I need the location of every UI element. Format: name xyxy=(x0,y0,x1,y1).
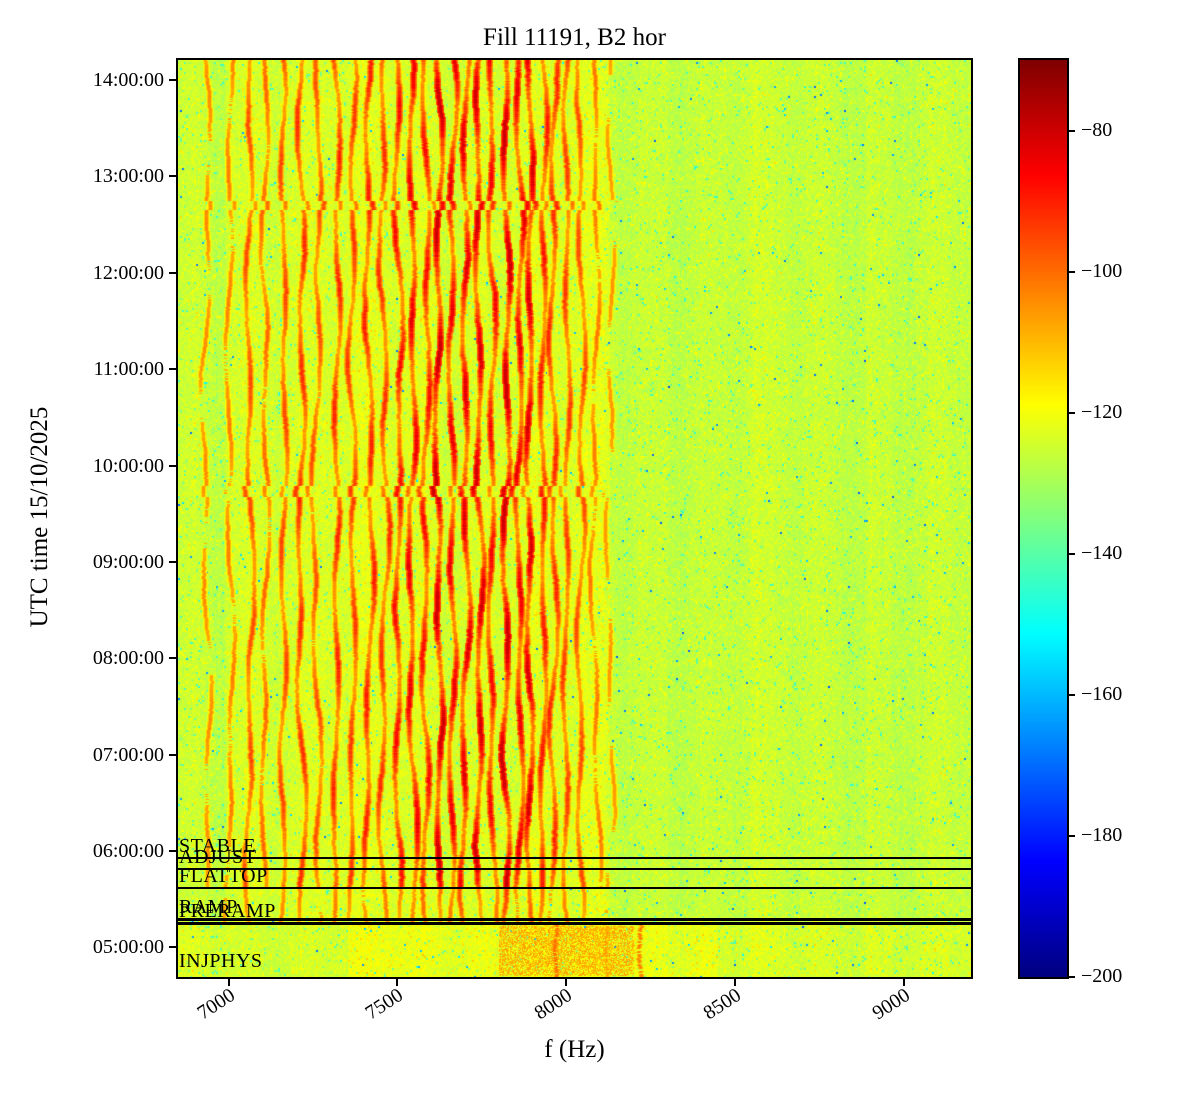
colorbar-tick-mark xyxy=(1069,976,1075,978)
colorbar-tick-label: −100 xyxy=(1081,259,1123,282)
y-tick-label: 09:00:00 xyxy=(92,550,164,573)
colorbar-canvas xyxy=(1020,60,1067,977)
y-tick-label: 11:00:00 xyxy=(93,358,164,381)
colorbar-tick-mark xyxy=(1069,270,1075,273)
y-tick-label: 08:00:00 xyxy=(92,647,164,670)
y-tick-mark xyxy=(169,849,176,852)
colorbar-tick-label: −200 xyxy=(1081,965,1123,987)
phase-label-stable: STABLE xyxy=(179,835,256,858)
y-tick-mark xyxy=(169,271,176,274)
phase-line-adjust xyxy=(178,867,971,870)
y-tick-label: 06:00:00 xyxy=(92,839,164,862)
colorbar-tick-label: −140 xyxy=(1081,541,1123,564)
spectrogram-plot-area: STABLE ADJUST FLATTOP RAMP PRERAMP INJPHYS xyxy=(176,58,973,979)
phase-label-adjust: ADJUST xyxy=(179,845,257,868)
x-tick-mark xyxy=(396,979,399,986)
x-tick-mark xyxy=(902,979,905,986)
y-tick-label: 13:00:00 xyxy=(92,165,164,188)
y-tick-label: 14:00:00 xyxy=(92,69,164,92)
phase-line-flattop xyxy=(178,886,971,889)
colorbar-tick-mark xyxy=(1069,411,1075,414)
phase-label-flattop: FLATTOP xyxy=(179,864,268,887)
y-tick-mark xyxy=(169,79,176,82)
phase-line-stable xyxy=(178,857,971,860)
chart-title: Fill 11191, B2 hor xyxy=(483,24,666,51)
y-tick-label: 07:00:00 xyxy=(92,743,164,766)
colorbar-tick-label: −80 xyxy=(1081,118,1113,141)
phase-label-ramp: RAMP xyxy=(179,896,238,919)
colorbar-tick-label: −160 xyxy=(1081,682,1123,705)
spectrogram-canvas xyxy=(178,60,971,977)
y-tick-mark xyxy=(169,464,176,467)
colorbar-tick-mark xyxy=(1069,834,1075,837)
y-tick-label: 10:00:00 xyxy=(92,454,164,477)
phase-line-preramp xyxy=(178,921,971,925)
y-tick-mark xyxy=(169,946,176,949)
y-tick-mark xyxy=(169,175,176,178)
colorbar xyxy=(1018,58,1069,979)
y-tick-label: 05:00:00 xyxy=(92,936,164,959)
spectrogram-inner: STABLE ADJUST FLATTOP RAMP PRERAMP INJPHYS xyxy=(178,60,971,977)
phase-label-preramp: PRERAMP xyxy=(179,900,276,923)
phase-line-ramp xyxy=(178,917,971,921)
y-tick-mark xyxy=(169,560,176,563)
x-tick-mark xyxy=(733,979,736,986)
y-axis-label: UTC time 15/10/2025 xyxy=(26,406,53,628)
colorbar-tick-label: −180 xyxy=(1081,823,1123,846)
colorbar-tick-mark xyxy=(1069,693,1075,696)
y-tick-mark xyxy=(169,368,176,371)
y-tick-label: 12:00:00 xyxy=(92,261,164,284)
x-axis-label: f (Hz) xyxy=(544,1036,605,1063)
x-tick-mark xyxy=(227,979,230,986)
colorbar-tick-label: −120 xyxy=(1081,400,1123,423)
colorbar-tick-mark xyxy=(1069,129,1075,132)
y-tick-mark xyxy=(169,657,176,660)
phase-label-injphys: INJPHYS xyxy=(179,950,263,972)
colorbar-tick-mark xyxy=(1069,552,1075,555)
x-tick-mark xyxy=(565,979,568,986)
y-tick-mark xyxy=(169,753,176,756)
